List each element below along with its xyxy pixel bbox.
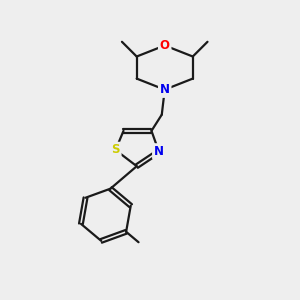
Text: N: N [154, 145, 164, 158]
Text: N: N [160, 83, 170, 96]
Text: O: O [160, 39, 170, 52]
Text: S: S [111, 143, 120, 157]
